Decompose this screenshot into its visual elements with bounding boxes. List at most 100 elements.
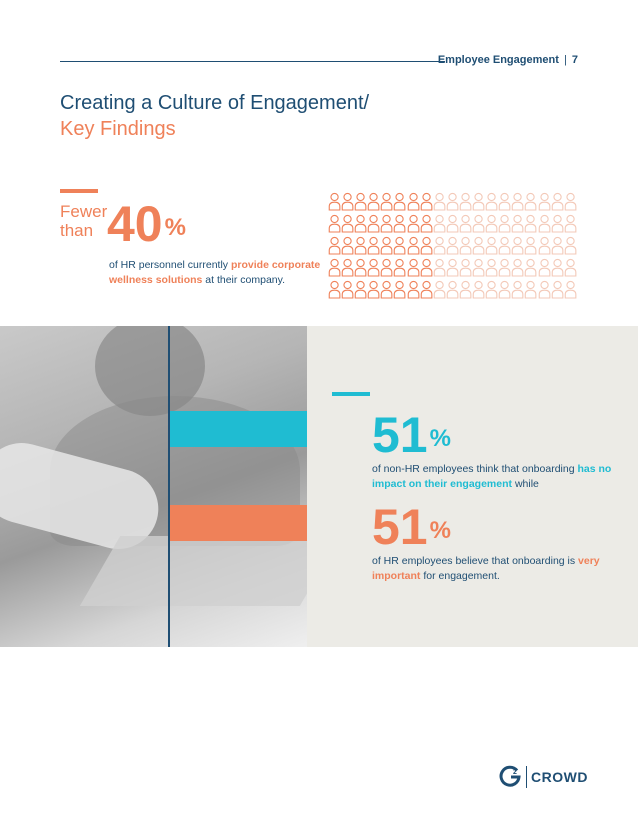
person-icon-muted <box>551 258 563 277</box>
person-icon-muted <box>525 236 537 255</box>
stat-wellness-desc-before: of HR personnel currently <box>109 259 231 271</box>
person-icon-highlighted <box>394 236 406 255</box>
logo-name: CROWD <box>531 769 588 785</box>
person-icon-muted <box>472 214 485 233</box>
person-icon-muted <box>512 236 524 255</box>
people-row <box>328 214 577 233</box>
person-icon-muted <box>459 258 472 277</box>
person-icon-muted <box>564 258 577 277</box>
people-row <box>328 236 577 255</box>
title-line-2: Key Findings <box>60 118 176 140</box>
person-icon-muted <box>525 280 537 299</box>
photo-divider-line <box>168 326 170 647</box>
person-icon-muted <box>538 214 550 233</box>
person-icon-muted <box>498 192 511 211</box>
stat-non-hr-desc-highlight: has no impact on their engagement <box>372 463 612 490</box>
title-line-1: Creating a Culture of Engagement/ <box>60 92 370 114</box>
person-icon-muted <box>485 236 498 255</box>
person-icon-muted <box>446 280 459 299</box>
stat-wellness-number: 40 <box>107 196 163 252</box>
person-icon-highlighted <box>341 192 354 211</box>
person-icon-muted <box>551 214 563 233</box>
person-icon-highlighted <box>420 258 433 277</box>
person-icon-muted <box>538 280 550 299</box>
person-icon-muted <box>551 280 563 299</box>
stat-hr-description: of HR employees believe that onboarding … <box>372 554 612 584</box>
person-icon-muted <box>564 236 577 255</box>
stat-non-hr-desc-before: of non-HR employees think that onboardin… <box>372 463 578 475</box>
person-icon-muted <box>472 236 485 255</box>
person-icon-muted <box>498 214 511 233</box>
person-icon-muted <box>564 214 577 233</box>
page-title: Creating a Culture of Engagement/ Key Fi… <box>60 90 369 142</box>
accent-dash-teal <box>332 392 370 396</box>
page-header: Employee Engagement | 7 <box>438 54 578 66</box>
stat-wellness-value: 40% <box>107 197 186 251</box>
person-icon-highlighted <box>420 280 433 299</box>
g2-logo-icon: 2 <box>499 765 521 787</box>
stat-hr-unit: % <box>429 517 451 544</box>
person-icon-highlighted <box>354 280 367 299</box>
person-icon-highlighted <box>328 280 341 299</box>
person-icon-muted <box>525 258 537 277</box>
person-icon-highlighted <box>354 214 367 233</box>
stat-hr-desc-after: for engagement. <box>420 570 500 582</box>
stat-prefix-line-2: than <box>60 221 94 240</box>
person-icon-muted <box>433 258 446 277</box>
photo-laptop-shape <box>79 536 307 606</box>
person-icon-highlighted <box>328 236 341 255</box>
person-icon-muted <box>472 192 485 211</box>
people-row <box>328 258 577 277</box>
header-separator: | <box>563 54 567 66</box>
stat-non-hr-unit: % <box>429 425 451 452</box>
person-icon-muted <box>433 214 446 233</box>
person-icon-highlighted <box>354 258 367 277</box>
person-icon-muted <box>459 280 472 299</box>
stat-prefix: Fewer than <box>60 202 107 240</box>
person-icon-muted <box>538 236 550 255</box>
person-icon-muted <box>498 280 511 299</box>
logo-divider <box>526 766 527 788</box>
person-icon-highlighted <box>354 192 367 211</box>
person-icon-muted <box>498 258 511 277</box>
person-icon-muted <box>551 192 563 211</box>
person-icon-highlighted <box>381 280 393 299</box>
stat-hr-desc-highlight: very important <box>372 555 600 582</box>
stat-non-hr-number: 51 <box>372 407 428 463</box>
stat-hr-value: 51% <box>372 500 451 554</box>
stat-hr-number: 51 <box>372 499 428 555</box>
person-icon-highlighted <box>420 236 433 255</box>
person-icon-muted <box>446 236 459 255</box>
person-icon-muted <box>446 192 459 211</box>
person-icon-highlighted <box>367 280 380 299</box>
person-icon-highlighted <box>328 258 341 277</box>
person-icon-highlighted <box>328 214 341 233</box>
person-icon-muted <box>459 214 472 233</box>
stat-wellness-description: of HR personnel currently provide corpor… <box>109 258 329 288</box>
person-icon-muted <box>538 258 550 277</box>
people-row <box>328 192 577 211</box>
person-icon-muted <box>433 280 446 299</box>
person-icon-highlighted <box>394 192 406 211</box>
stat-wellness-unit: % <box>164 214 186 241</box>
person-icon-muted <box>564 280 577 299</box>
g2-crowd-logo: 2 CROWD <box>498 765 588 789</box>
person-icon-highlighted <box>381 192 393 211</box>
people-icon-grid <box>328 192 577 302</box>
stat-hr-desc-before: of HR employees believe that onboarding … <box>372 555 579 567</box>
person-icon-highlighted <box>407 192 419 211</box>
person-icon-highlighted <box>420 214 433 233</box>
stat-wellness-desc-highlight: provide corporate wellness solutions <box>109 259 321 286</box>
stat-non-hr-description: of non-HR employees think that onboardin… <box>372 462 612 492</box>
person-icon-highlighted <box>367 192 380 211</box>
stat-prefix-line-1: Fewer <box>60 202 108 221</box>
person-icon-muted <box>446 258 459 277</box>
stat-non-hr-value: 51% <box>372 408 451 462</box>
person-icon-muted <box>485 192 498 211</box>
person-icon-muted <box>564 192 577 211</box>
person-icon-highlighted <box>407 236 419 255</box>
person-icon-muted <box>472 280 485 299</box>
person-icon-muted <box>512 192 524 211</box>
person-icon-highlighted <box>381 258 393 277</box>
person-icon-muted <box>485 258 498 277</box>
